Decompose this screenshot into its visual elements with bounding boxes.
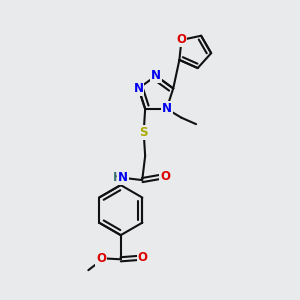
Text: N: N <box>118 171 128 184</box>
Text: S: S <box>140 126 148 139</box>
Text: N: N <box>151 69 161 82</box>
Text: H: H <box>113 171 123 184</box>
Text: N: N <box>134 82 143 95</box>
Text: O: O <box>138 251 148 264</box>
Text: O: O <box>176 33 187 46</box>
Text: O: O <box>96 252 106 265</box>
Text: O: O <box>160 170 170 183</box>
Text: N: N <box>162 102 172 115</box>
